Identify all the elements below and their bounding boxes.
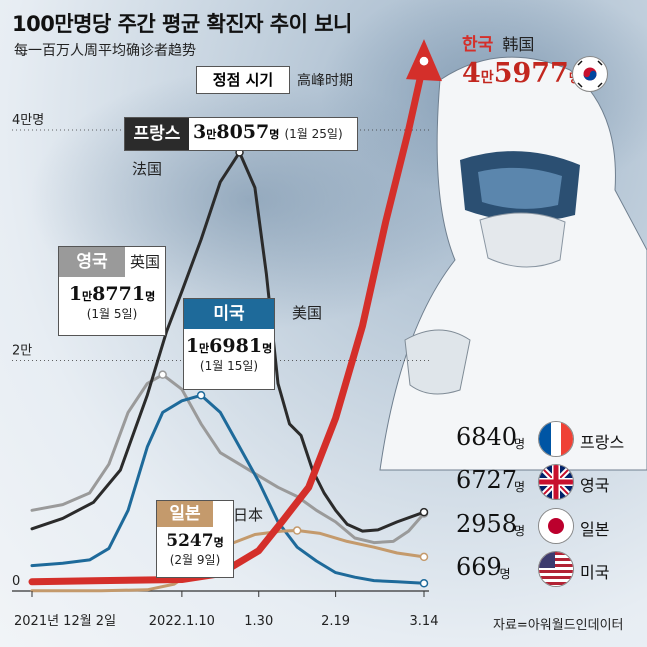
latest-unit: 명 — [514, 437, 526, 451]
france-value: 3만8057명 (1월 25일) — [193, 121, 343, 143]
korea-value-unit1: 만 — [480, 70, 494, 86]
latest-value: 6840 — [456, 423, 518, 451]
uk-flag-icon — [538, 464, 574, 500]
korea-name-cn: 韩国 — [502, 35, 535, 54]
y-tick-label: 4만명 — [12, 113, 44, 128]
us-value-unit2: 명 — [262, 342, 273, 355]
japan-date: (2월 9일) — [169, 553, 221, 567]
korea-value: 4만5977명 — [462, 58, 580, 89]
latest-value: 2958 — [456, 510, 518, 538]
japan-name-cn: 日本 — [233, 506, 264, 524]
france-value-rest: 8057 — [216, 121, 270, 143]
latest-row-uk: 6727 명 영국 — [454, 464, 644, 500]
end-point-japan — [419, 552, 429, 562]
korea-value-main: 4 — [462, 58, 481, 89]
chart-subtitle: 每一百万人周平均确诊者趋势 — [14, 43, 196, 59]
us-value-unit1: 만 — [199, 342, 210, 355]
latest-unit: 명 — [514, 524, 526, 538]
health-worker-illustration — [379, 56, 647, 471]
peak-label-cn: 高峰时期 — [297, 73, 353, 89]
series-line-uk — [30, 373, 426, 545]
france-flag-icon — [538, 421, 574, 457]
us-value: 1만6981명 — [184, 335, 274, 357]
uk-value-rest: 8771 — [92, 283, 146, 305]
us-callout: 미국 1만6981명 (1월 15일) — [183, 298, 275, 390]
end-point-france — [419, 507, 429, 517]
peak-point-japan — [292, 526, 302, 535]
x-tick-label: 3.14 — [410, 614, 439, 629]
japan-value: 5247명 — [157, 531, 233, 551]
latest-unit: 명 — [514, 480, 526, 494]
y-tick-label: 2만 — [12, 344, 32, 359]
latest-name: 일본 — [580, 520, 610, 539]
japan-value-rest: 5247 — [166, 531, 214, 551]
us-date: (1월 15일) — [199, 359, 259, 373]
us-name: 미국 — [184, 299, 274, 329]
latest-row-us: 669 명 미국 — [454, 551, 644, 587]
uk-value: 1만8771명 — [59, 283, 165, 305]
uk-value-main: 1 — [68, 283, 83, 305]
france-value-unit1: 만 — [206, 128, 217, 141]
france-value-unit2: 명 — [269, 128, 280, 141]
korea-value-rest: 5977 — [493, 58, 569, 89]
series-line-france — [30, 150, 426, 533]
x-tick-label: 2022.1.10 — [149, 614, 215, 629]
series-line-japan — [30, 529, 426, 593]
latest-name: 영국 — [580, 476, 610, 495]
source-note: 자료=아워월드인데이터 — [493, 618, 624, 633]
peak-label: 정점 시기 — [212, 71, 274, 89]
latest-row-france: 6840 명 프랑스 — [454, 421, 644, 457]
japan-flag-icon — [538, 508, 574, 544]
peak-point-uk — [158, 370, 167, 379]
x-tick-label: 2021년 12월 2일 — [14, 614, 116, 629]
france-name: 프랑스 — [125, 118, 189, 150]
korea-callout: 한국 韩国 — [462, 30, 534, 55]
x-tick-label: 1.30 — [244, 614, 273, 629]
x-tick-label: 2.19 — [321, 614, 350, 629]
peak-label-box: 정점 시기 — [196, 66, 290, 94]
uk-callout: 영국 1만8771명 (1월 5일) — [58, 246, 166, 336]
france-callout: 프랑스 3만8057명 (1월 25일) — [124, 117, 358, 151]
uk-value-unit2: 명 — [145, 290, 156, 303]
france-name-cn: 法国 — [132, 160, 163, 178]
us-flag-icon — [538, 551, 574, 587]
peak-point-us — [196, 391, 206, 400]
end-point-us — [419, 579, 429, 588]
latest-value: 669 — [456, 553, 502, 581]
uk-name-cn: 英国 — [130, 253, 161, 271]
series-line-us — [30, 393, 426, 585]
y-tick-label: 0 — [12, 574, 20, 589]
latest-name: 미국 — [580, 563, 610, 582]
france-value-main: 3 — [193, 121, 207, 143]
uk-date: (1월 5일) — [86, 307, 138, 321]
latest-unit: 명 — [499, 567, 511, 581]
uk-name: 영국 — [59, 247, 125, 277]
korea-name: 한국 — [462, 35, 494, 55]
japan-value-unit2: 명 — [213, 536, 224, 549]
uk-value-unit1: 만 — [82, 290, 93, 303]
series-line-korea — [28, 57, 428, 586]
france-date: (1월 25일) — [284, 127, 343, 141]
latest-value: 6727 — [456, 466, 518, 494]
korea-flag-icon — [572, 56, 608, 92]
japan-name: 일본 — [157, 501, 213, 527]
end-point-korea — [419, 56, 429, 66]
latest-row-japan: 2958 명 일본 — [454, 508, 644, 544]
japan-callout: 일본 5247명 (2월 9일) — [156, 500, 234, 578]
us-value-rest: 6981 — [209, 335, 263, 357]
us-value-main: 1 — [185, 335, 200, 357]
latest-name: 프랑스 — [580, 433, 625, 452]
us-name-cn: 美国 — [292, 304, 323, 322]
chart-title: 100만명당 주간 평균 확진자 추이 보니 — [12, 12, 352, 36]
